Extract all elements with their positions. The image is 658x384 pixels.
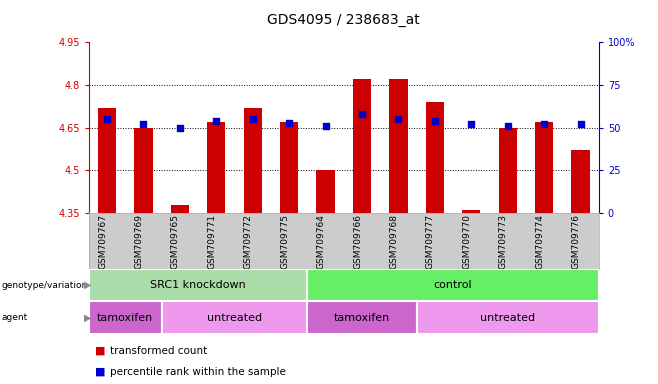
Text: GSM709770: GSM709770 (463, 214, 471, 269)
Text: ■: ■ (95, 367, 106, 377)
Bar (353, 79, 371, 213)
Bar (162, 301, 307, 334)
Bar (499, 127, 517, 213)
Point (466, 121, 476, 127)
Bar (89, 301, 162, 334)
Text: control: control (434, 280, 472, 290)
Point (211, 118, 222, 124)
Bar (171, 205, 189, 213)
Bar (280, 122, 298, 213)
Text: GSM709776: GSM709776 (572, 214, 580, 269)
Point (393, 116, 404, 122)
Text: ▶: ▶ (84, 313, 91, 323)
Bar (243, 108, 262, 213)
Bar (426, 102, 444, 213)
Text: percentile rank within the sample: percentile rank within the sample (110, 367, 286, 377)
Text: GSM709773: GSM709773 (499, 214, 508, 269)
Bar (390, 79, 407, 213)
Bar (207, 122, 226, 213)
Point (284, 119, 294, 126)
Text: GSM709774: GSM709774 (535, 214, 544, 269)
Text: GSM709777: GSM709777 (426, 214, 435, 269)
Text: GSM709768: GSM709768 (390, 214, 399, 269)
Text: GSM709767: GSM709767 (98, 214, 107, 269)
Point (102, 116, 113, 122)
Point (320, 123, 331, 129)
Text: GSM709771: GSM709771 (207, 214, 216, 269)
Point (575, 121, 586, 127)
Text: GDS4095 / 238683_at: GDS4095 / 238683_at (267, 13, 420, 27)
Text: GSM709775: GSM709775 (280, 214, 289, 269)
Text: agent: agent (1, 313, 28, 322)
Bar (462, 210, 480, 213)
Text: ▶: ▶ (84, 280, 91, 290)
Point (539, 121, 549, 127)
Text: tamoxifen: tamoxifen (334, 313, 390, 323)
Text: GSM709769: GSM709769 (134, 214, 143, 269)
Text: GSM709766: GSM709766 (353, 214, 362, 269)
Bar (89, 269, 307, 301)
Text: GSM709764: GSM709764 (316, 214, 326, 269)
Bar (307, 269, 599, 301)
Point (503, 123, 513, 129)
Text: ■: ■ (95, 346, 106, 356)
Text: genotype/variation: genotype/variation (1, 281, 88, 290)
Bar (98, 108, 116, 213)
Bar (417, 301, 599, 334)
Text: transformed count: transformed count (110, 346, 207, 356)
Point (247, 116, 258, 122)
Bar (535, 122, 553, 213)
Text: GSM709765: GSM709765 (171, 214, 180, 269)
Text: GSM709772: GSM709772 (243, 214, 253, 269)
Text: SRC1 knockdown: SRC1 knockdown (150, 280, 246, 290)
Bar (316, 170, 335, 213)
Text: tamoxifen: tamoxifen (97, 313, 153, 323)
Point (138, 121, 149, 127)
Point (430, 118, 440, 124)
Bar (307, 301, 417, 334)
Bar (134, 127, 153, 213)
Point (357, 111, 367, 117)
Point (174, 124, 185, 131)
Text: untreated: untreated (480, 313, 535, 323)
Text: untreated: untreated (207, 313, 262, 323)
Bar (571, 151, 590, 213)
